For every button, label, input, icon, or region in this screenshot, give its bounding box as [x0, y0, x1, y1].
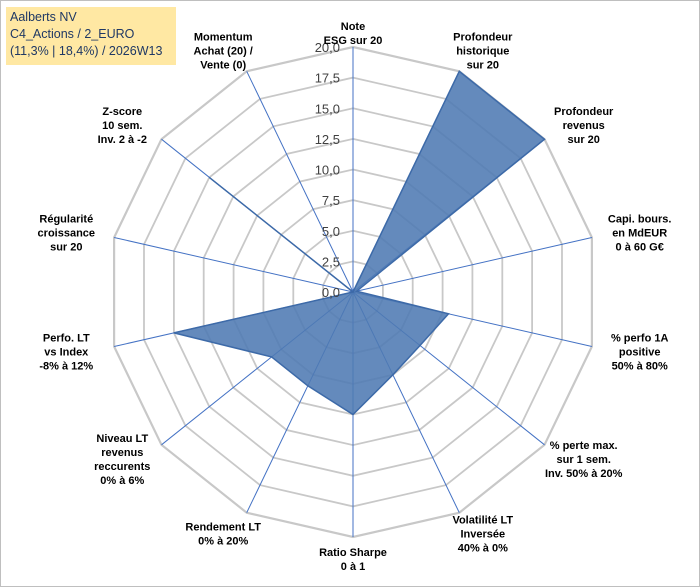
- tick-label: 17,5: [315, 71, 340, 86]
- axis-label-line: reccurents: [94, 461, 150, 473]
- axis-label-line: revenus: [563, 120, 605, 132]
- axis-label-line: Ratio Sharpe: [319, 547, 387, 559]
- axis-label: Niveau LT revenus reccurents 0% à 6%: [94, 433, 150, 487]
- axis-label-line: croissance: [38, 227, 95, 239]
- axis-label-line: positive: [619, 347, 661, 359]
- axis-label-line: Inversée: [460, 529, 505, 541]
- tick-label: 10,0: [315, 163, 340, 178]
- tick-label: 5,0: [322, 224, 340, 239]
- axis-label-line: Niveau LT: [96, 433, 148, 445]
- axis-label-line: Inv. 50% à 20%: [545, 468, 623, 480]
- axis-label: Profondeur historique sur 20: [453, 32, 513, 72]
- radar-spoke: [113, 237, 354, 293]
- axis-label-line: 50% à 80%: [612, 361, 668, 373]
- axis-label: Capi. bours. en MdEUR 0 à 60 G€: [608, 213, 672, 253]
- axis-label: Perfo. LT vs Index -8% à 12%: [39, 333, 93, 373]
- category-line: C4_Actions / 2_EURO: [10, 27, 135, 41]
- tick-label: 12,5: [315, 132, 340, 147]
- axis-label-line: revenus: [101, 447, 143, 459]
- axis-label-line: sur 20: [467, 60, 499, 72]
- axis-label-line: Volatilité LT: [452, 515, 513, 527]
- axis-label-line: sur 20: [50, 241, 82, 253]
- axis-label: % perte max. sur 1 sem. Inv. 50% à 20%: [545, 440, 623, 480]
- axis-label-line: 40% à 0%: [458, 543, 508, 555]
- axis-label-line: historique: [456, 46, 509, 58]
- performance-line: (11,3% | 18,4%) / 2026W13: [10, 44, 163, 58]
- axis-label: Profondeur revenus sur 20: [554, 106, 614, 146]
- axis-label: Momentum Achat (20) / Vente (0): [194, 32, 253, 72]
- tick-label: 15,0: [315, 101, 340, 116]
- axis-label-line: en MdEUR: [612, 227, 667, 239]
- tick-label: 20,0: [315, 40, 340, 55]
- axis-label: Rendement LT 0% à 20%: [185, 522, 261, 548]
- axis-label: Régularité croissance sur 20: [38, 213, 95, 253]
- axis-label-line: Momentum: [194, 32, 253, 44]
- axis-label-line: sur 20: [567, 134, 599, 146]
- radar-series: [173, 70, 546, 416]
- tick-label: 0,0: [322, 285, 340, 300]
- chart-title-box: Aalberts NV C4_Actions / 2_EURO (11,3% |…: [6, 7, 176, 65]
- axis-label-line: Profondeur: [453, 32, 513, 44]
- axis-label: Ratio Sharpe 0 à 1: [319, 547, 387, 573]
- axis-label-line: Note: [341, 21, 365, 33]
- tick-label: 2,5: [322, 254, 340, 269]
- company-name: Aalberts NV: [10, 10, 77, 24]
- axis-label-line: % perte max.: [550, 440, 618, 452]
- radar-spoke: [246, 71, 354, 293]
- axis-label-line: 0 à 1: [341, 561, 365, 573]
- axis-label-line: Perfo. LT: [43, 333, 90, 345]
- tick-label: 7,5: [322, 193, 340, 208]
- axis-label-line: Régularité: [39, 213, 93, 225]
- axis-label: Volatilité LT Inversée 40% à 0%: [452, 515, 513, 555]
- axis-label-line: Achat (20) /: [194, 46, 253, 58]
- radar-tick-labels: 0,0 2,5 5,0 7,5 10,0 12,5 15,0 17,5 20,0: [315, 40, 340, 300]
- axis-label-line: 0% à 20%: [198, 536, 248, 548]
- axis-label-line: ESG sur 20: [324, 35, 383, 47]
- axis-label: Z-score 10 sem. Inv. 2 à -2: [98, 106, 147, 146]
- axis-label-line: Profondeur: [554, 106, 614, 118]
- axis-label-line: Rendement LT: [185, 522, 261, 534]
- axis-label-line: Inv. 2 à -2: [98, 134, 147, 146]
- radar-axis-labels: Note ESG sur 20 Profondeur historique sur 20…: [38, 21, 672, 573]
- axis-label-line: Vente (0): [200, 60, 246, 72]
- axis-label-line: 0 à 60 G€: [616, 241, 664, 253]
- radar-spoke: [352, 237, 593, 293]
- series-area: [173, 70, 546, 416]
- axis-label-line: -8% à 12%: [39, 361, 93, 373]
- axis-label: % perfo 1A positive 50% à 80%: [611, 333, 669, 373]
- axis-label-line: vs Index: [44, 347, 89, 359]
- axis-label: Note ESG sur 20: [324, 21, 383, 47]
- axis-label-line: Capi. bours.: [608, 213, 672, 225]
- axis-label-line: sur 1 sem.: [556, 454, 610, 466]
- axis-label-line: 10 sem.: [102, 120, 142, 132]
- axis-label-line: Z-score: [102, 106, 142, 118]
- axis-label-line: 0% à 6%: [100, 475, 144, 487]
- axis-label-line: % perfo 1A: [611, 333, 669, 345]
